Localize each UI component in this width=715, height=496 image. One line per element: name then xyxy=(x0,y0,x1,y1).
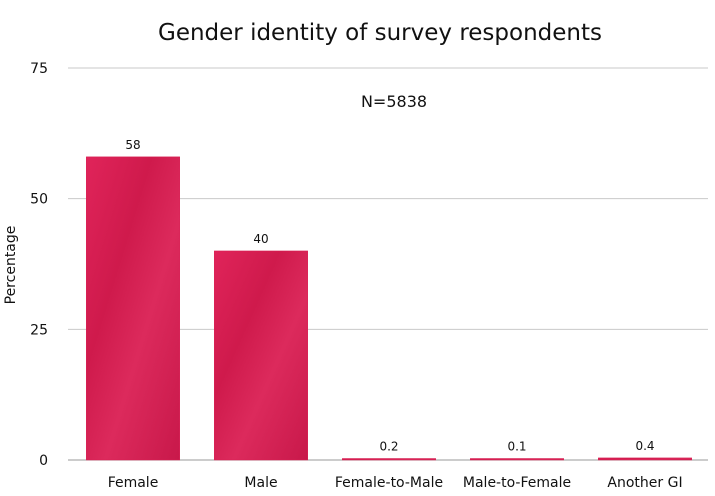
y-tick-label: 75 xyxy=(30,61,48,77)
bar-male xyxy=(214,250,308,461)
data-label: 0.4 xyxy=(635,439,654,453)
bars xyxy=(86,156,692,461)
data-label: 0.2 xyxy=(379,440,398,454)
data-label: 40 xyxy=(253,232,268,246)
x-tick-label: Another GI xyxy=(607,475,682,491)
bar-male-to-female xyxy=(470,458,564,461)
bar-female xyxy=(86,156,180,461)
data-label: 58 xyxy=(125,138,140,152)
data-label: 0.1 xyxy=(507,440,526,454)
labels: 0 25 50 75 58 Female 40 Male 0.2 Female-to-Male 0.… xyxy=(30,61,682,491)
x-tick-label: Female-to-Male xyxy=(335,475,443,491)
sample-size-annotation: N=5838 xyxy=(361,92,427,111)
y-axis-label: Percentage xyxy=(3,226,19,305)
chart-title: Gender identity of survey respondents xyxy=(158,20,602,46)
x-tick-label: Male-to-Female xyxy=(463,475,571,491)
x-tick-label: Female xyxy=(108,475,159,491)
y-tick-label: 25 xyxy=(30,322,48,338)
bar-another-gi xyxy=(598,457,692,461)
x-tick-label: Male xyxy=(244,475,277,491)
bar-female-to-male xyxy=(342,458,436,461)
y-tick-label: 0 xyxy=(39,453,48,469)
y-tick-label: 50 xyxy=(30,192,48,208)
